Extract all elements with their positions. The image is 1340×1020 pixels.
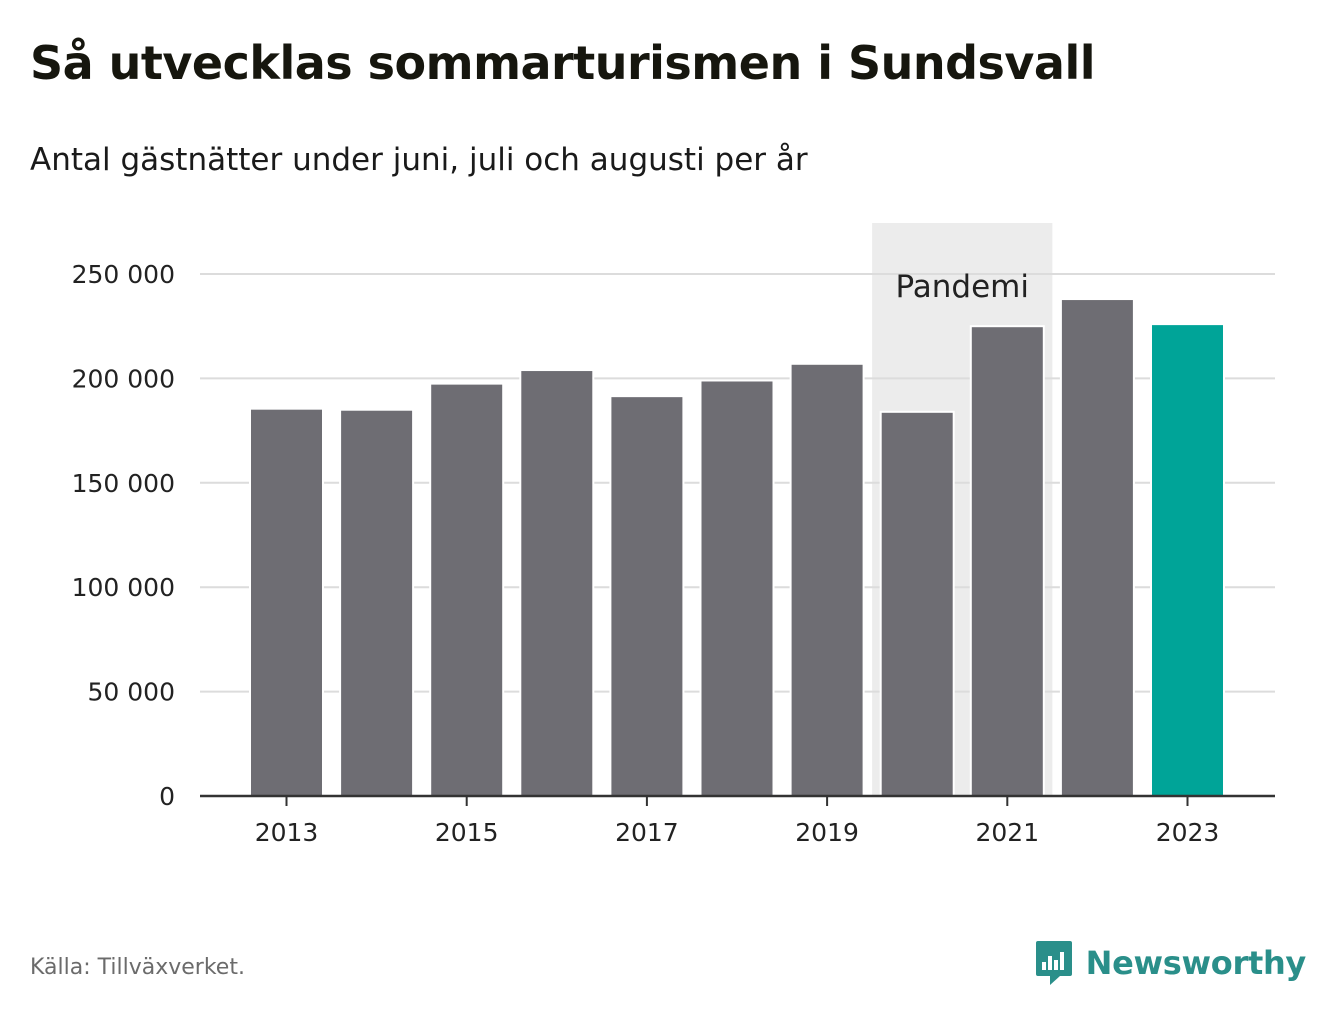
chart-title: Så utvecklas sommarturismen i Sundsvall	[30, 36, 1095, 90]
y-tick-label: 50 000	[88, 678, 175, 707]
bar-2018	[699, 379, 775, 797]
y-tick-label: 100 000	[72, 573, 175, 602]
x-tick-label: 2023	[1156, 818, 1220, 847]
x-tick-label: 2015	[435, 818, 499, 847]
source-note: Källa: Tillväxverket.	[30, 955, 245, 980]
x-tick-label: 2013	[255, 818, 319, 847]
bar-2020	[879, 410, 955, 797]
bar-2017	[609, 395, 685, 797]
bar-2015	[429, 382, 505, 797]
bar-2023	[1150, 323, 1225, 797]
y-tick-label: 0	[159, 782, 175, 811]
y-tick-label: 150 000	[72, 469, 175, 498]
bar-2022	[1059, 298, 1135, 797]
x-tick-label: 2021	[975, 818, 1039, 847]
bar-2014	[339, 408, 415, 797]
brand-logo: Newsworthy	[1034, 938, 1306, 988]
bar-2013	[249, 407, 324, 797]
chart-subtitle: Antal gästnätter under juni, juli och au…	[30, 142, 808, 178]
brand-name: Newsworthy	[1085, 944, 1307, 982]
pandemic-label: Pandemi	[895, 269, 1029, 305]
y-tick-label: 200 000	[72, 364, 175, 393]
x-tick-label: 2017	[615, 818, 679, 847]
bar-2016	[519, 369, 595, 797]
newsworthy-logo-icon	[1035, 941, 1072, 985]
y-tick-label: 250 000	[72, 260, 175, 289]
bar-2019	[789, 362, 865, 797]
x-tick-label: 2019	[795, 818, 859, 847]
bar-2021	[969, 325, 1045, 797]
bar-chart: Pandemi 0 50 000 100 000 150 000 200 000 250 0…	[72, 223, 1275, 847]
